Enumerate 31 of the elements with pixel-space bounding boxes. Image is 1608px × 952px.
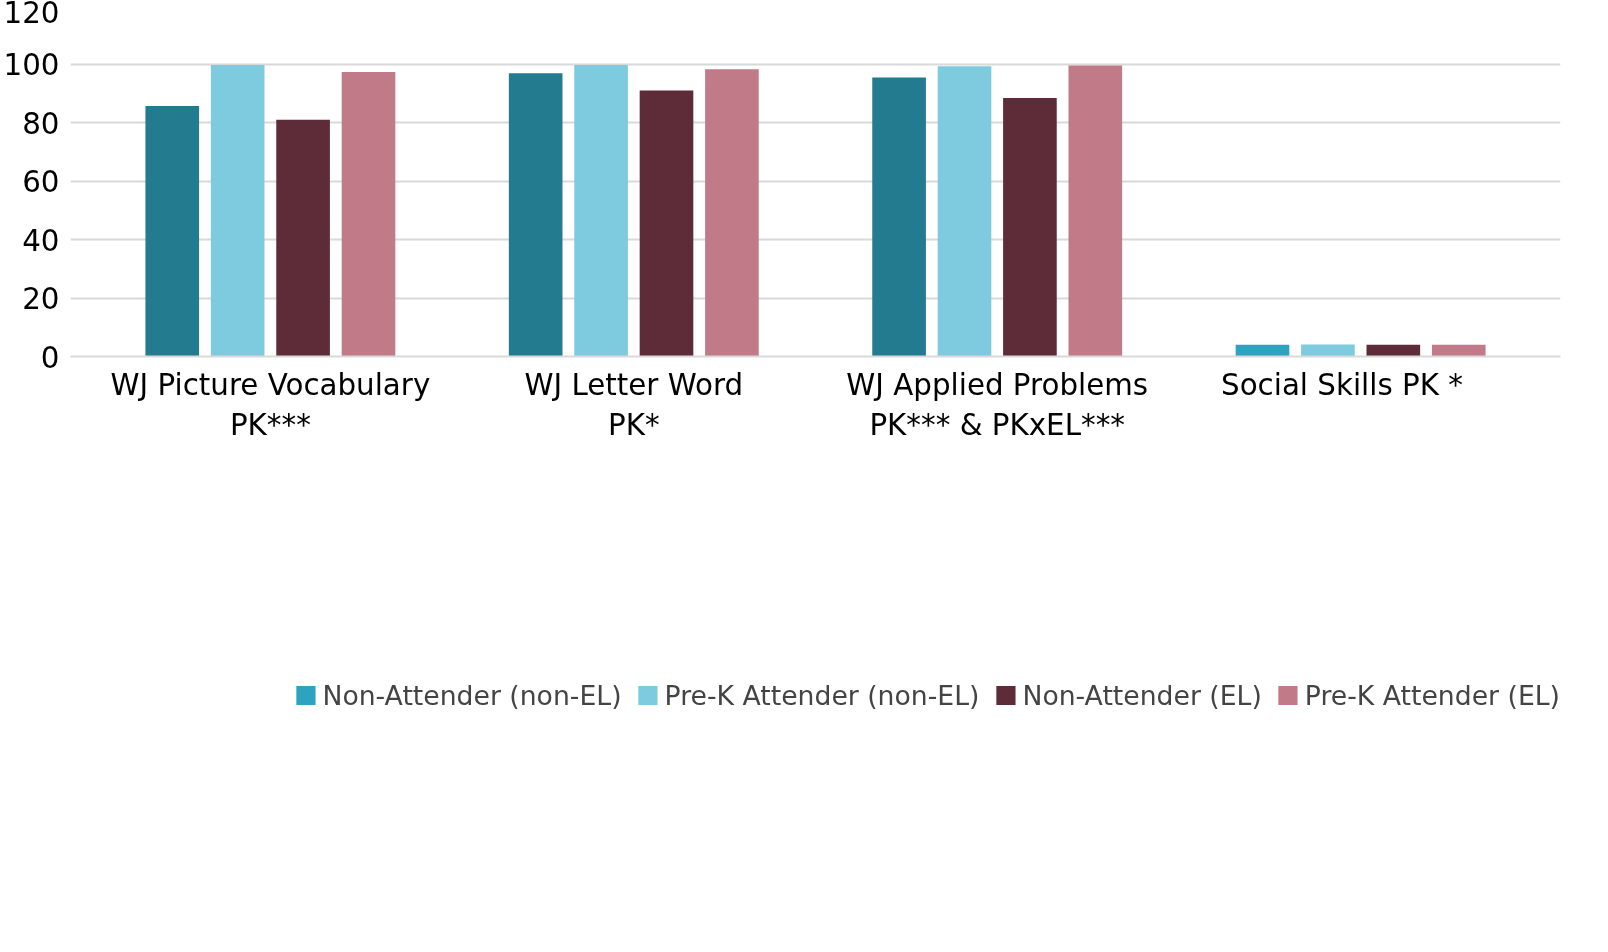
y-tick-label: 40 [22,223,60,258]
bar [1301,344,1355,357]
y-tick-label: 60 [22,165,60,199]
legend-label: Pre-K Attender (non-EL) [664,679,980,711]
bar [276,119,330,357]
x-tick-label: WJ Applied Problems PK*** & PKxEL*** [846,367,1149,443]
bar [1235,344,1290,357]
bar [508,73,563,357]
y-tick-label: 20 [22,282,60,316]
bar [574,64,628,357]
bar [1366,344,1421,357]
legend-label: Pre-K Attender (EL) [1304,679,1560,711]
bar [1003,97,1057,357]
bar [639,90,694,357]
bar [341,71,396,357]
x-tick-label: Social Skills PK * [1221,367,1463,402]
legend-label: Non-Attender (EL) [1022,679,1262,711]
bar [1431,344,1486,357]
bar [937,66,992,357]
y-tick-label: 120 [3,0,60,30]
y-tick-label: 100 [3,48,60,82]
bar [210,64,265,357]
bar [1068,65,1123,357]
x-tick-label: WJ Letter Word PK* [524,367,744,443]
y-tick-label: 80 [22,106,60,141]
y-tick-label: 0 [40,340,60,375]
bar [872,77,926,357]
bar [145,106,200,357]
bar [705,69,759,357]
x-tick-label: WJ Picture Vocabulary PK*** [110,367,431,443]
legend-label: Non-Attender (non-EL) [322,679,622,711]
